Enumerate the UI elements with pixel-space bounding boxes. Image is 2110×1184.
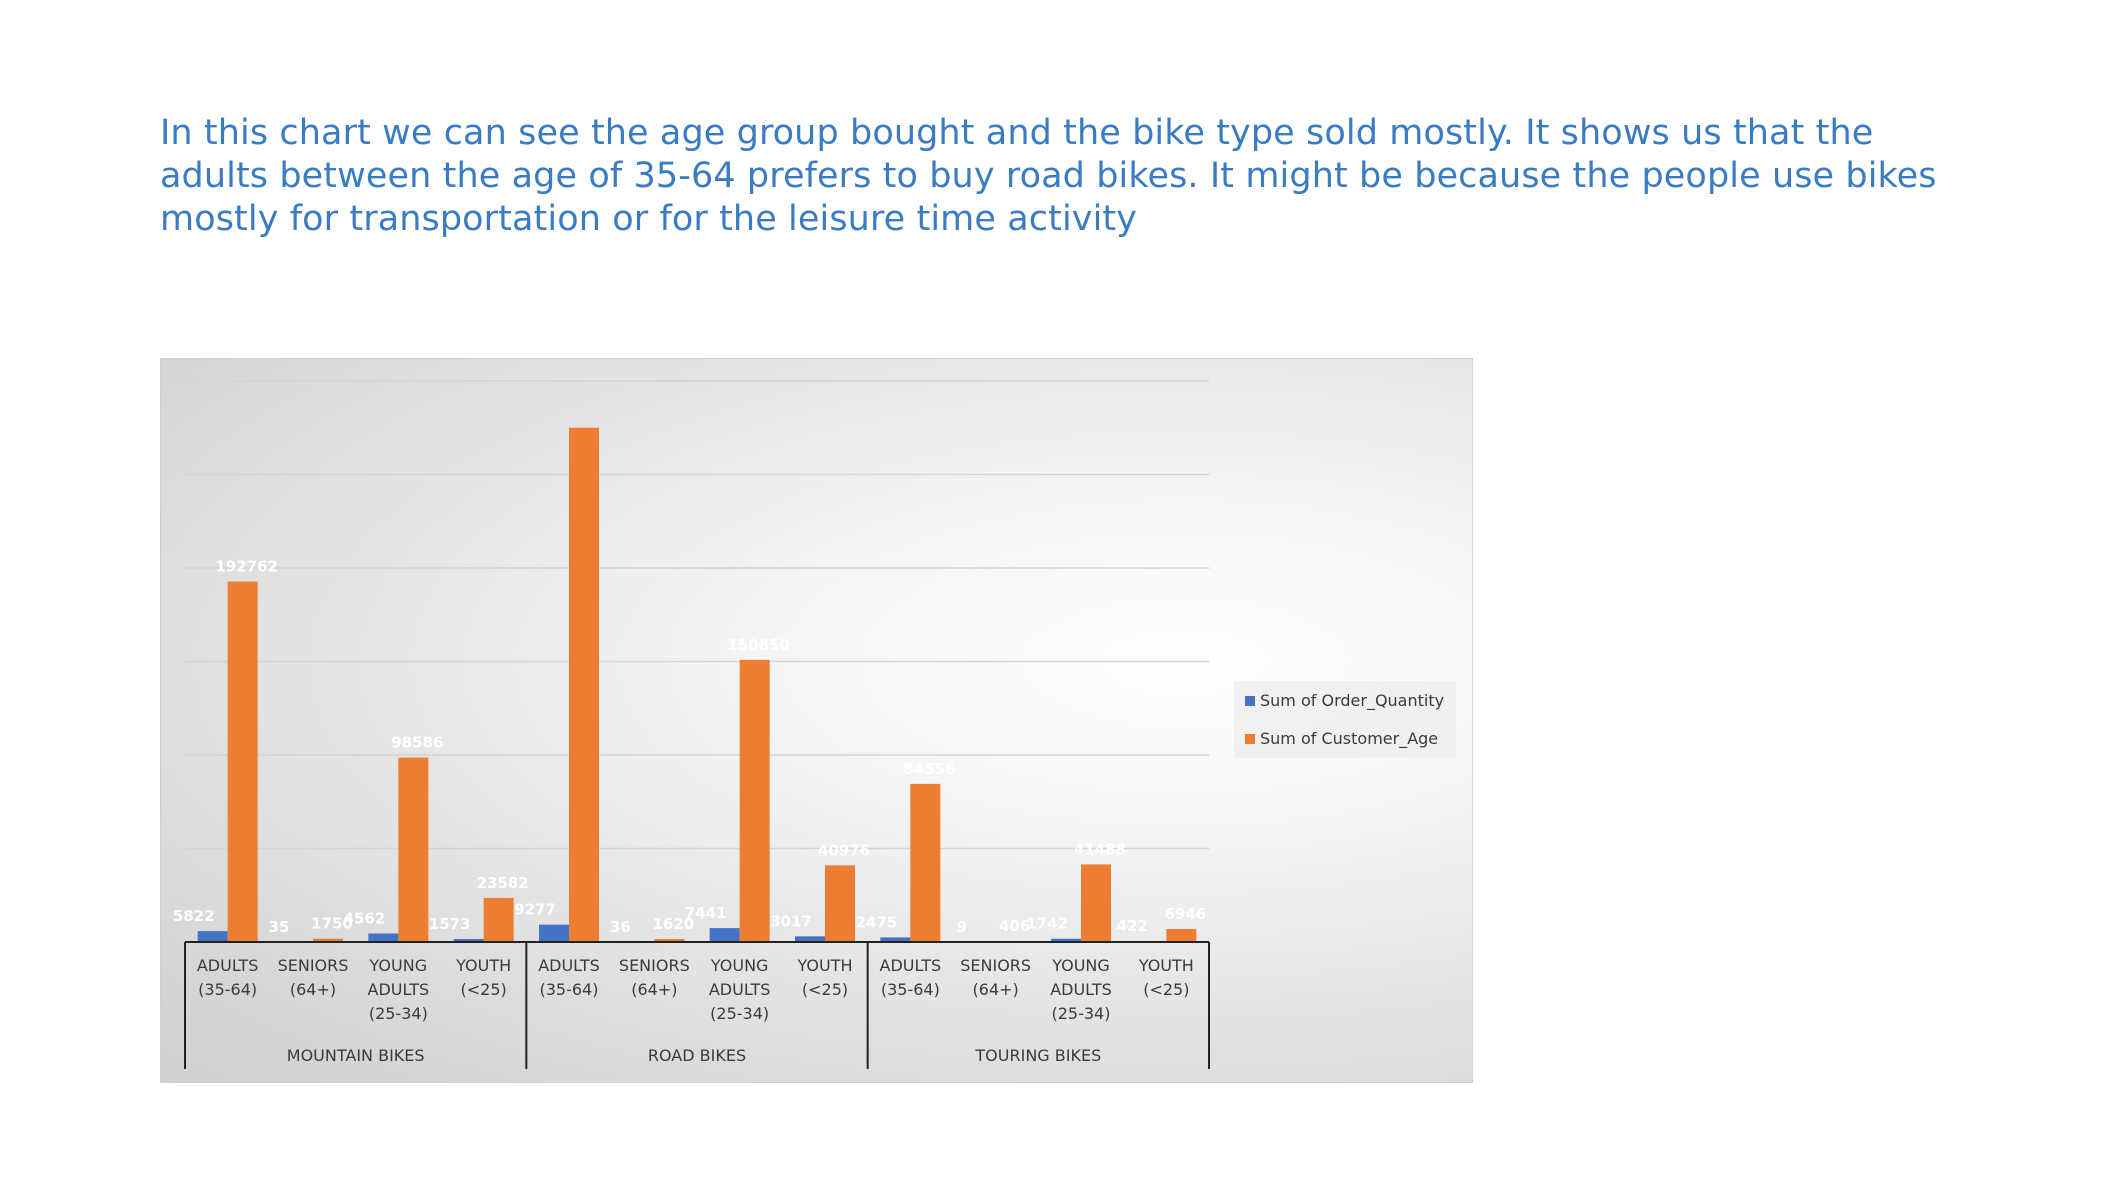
chart-area: 5822 35 4562 1573 9277 36 7441 3017 2475 9 1742 422… bbox=[160, 358, 1473, 1083]
category-label: (35-64) bbox=[540, 980, 599, 999]
bar-order-quantity bbox=[368, 933, 399, 942]
category-label: YOUNG bbox=[369, 956, 428, 975]
data-label: 4562 bbox=[343, 909, 385, 927]
category-label: (25-34) bbox=[710, 1004, 769, 1023]
category-label: (64+) bbox=[290, 980, 336, 999]
data-label: 9 bbox=[956, 918, 966, 936]
bar-order-quantity bbox=[539, 924, 569, 942]
legend-entry: Sum of Customer_Age bbox=[1260, 729, 1438, 749]
bar-customer-age bbox=[398, 757, 429, 942]
category-label: (64+) bbox=[631, 980, 677, 999]
category-label: YOUTH bbox=[1138, 956, 1194, 975]
bar-order-quantity bbox=[1051, 938, 1081, 942]
data-label: 1573 bbox=[429, 915, 471, 933]
data-label: 7441 bbox=[685, 904, 727, 922]
data-labels: 5822 35 4562 1573 9277 36 7441 3017 2475 9 1742 422… bbox=[173, 558, 1206, 936]
category-label: SENIORS bbox=[619, 956, 690, 975]
category-label: (64+) bbox=[973, 980, 1019, 999]
category-label: SENIORS bbox=[960, 956, 1031, 975]
bar-customer-age bbox=[569, 427, 599, 942]
data-label: 6946 bbox=[1164, 905, 1206, 923]
data-label: 23582 bbox=[477, 874, 529, 892]
data-label: 98586 bbox=[391, 734, 443, 752]
bar-order-quantity bbox=[709, 928, 740, 942]
data-label: 406 bbox=[999, 917, 1030, 935]
category-label: (35-64) bbox=[881, 980, 940, 999]
data-label: 2475 bbox=[855, 913, 897, 931]
category-label: ADULTS bbox=[1050, 980, 1112, 999]
category-label: (<25) bbox=[1143, 980, 1189, 999]
category-label: YOUTH bbox=[455, 956, 511, 975]
category-label: (25-34) bbox=[369, 1004, 428, 1023]
bar-customer-age bbox=[910, 783, 941, 942]
category-label: YOUTH bbox=[796, 956, 852, 975]
bar-order-quantity bbox=[197, 931, 228, 942]
bar-customer-age bbox=[825, 865, 855, 942]
data-label: 1750 bbox=[311, 915, 353, 933]
category-label: ADULTS bbox=[538, 956, 600, 975]
data-label: 422 bbox=[1117, 917, 1148, 935]
bar-customer-age bbox=[227, 581, 258, 942]
category-label: ADULTS bbox=[197, 956, 259, 975]
x-axis: ADULTS (35-64) SENIORS (64+) YOUNG ADULTS (25-… bbox=[184, 941, 1210, 1069]
data-label: 40976 bbox=[818, 841, 870, 859]
data-label: 150850 bbox=[727, 636, 790, 654]
bar-customer-age bbox=[739, 659, 770, 942]
category-label: (<25) bbox=[461, 980, 507, 999]
bar-order-quantity bbox=[795, 936, 825, 942]
category-label: ADULTS bbox=[709, 980, 771, 999]
legend-swatch bbox=[1245, 734, 1255, 744]
group-label: TOURING BIKES bbox=[974, 1046, 1101, 1065]
bar-customer-age bbox=[1166, 929, 1197, 942]
chart-description: In this chart we can see the age group b… bbox=[160, 113, 1937, 239]
category-label: ADULTS bbox=[880, 956, 942, 975]
category-label: ADULTS bbox=[368, 980, 430, 999]
legend-box bbox=[1234, 681, 1456, 758]
bars bbox=[197, 427, 1197, 943]
data-label: 84556 bbox=[903, 760, 955, 778]
bar-order-quantity bbox=[453, 939, 484, 942]
category-label: (35-64) bbox=[198, 980, 257, 999]
bar-chart: 5822 35 4562 1573 9277 36 7441 3017 2475 9 1742 422… bbox=[173, 380, 1456, 1069]
category-label: SENIORS bbox=[278, 956, 349, 975]
category-label: YOUNG bbox=[710, 956, 769, 975]
data-label: 35 bbox=[269, 918, 290, 936]
group-label: MOUNTAIN BIKES bbox=[287, 1046, 425, 1065]
bar-order-quantity bbox=[880, 937, 911, 942]
data-label: 1620 bbox=[652, 915, 694, 933]
category-label: (25-34) bbox=[1052, 1004, 1111, 1023]
data-label: 9277 bbox=[514, 901, 556, 919]
category-label: YOUNG bbox=[1051, 956, 1110, 975]
data-label: 36 bbox=[610, 918, 631, 936]
group-label: ROAD BIKES bbox=[648, 1046, 746, 1065]
bar-customer-age bbox=[1081, 864, 1111, 942]
data-label: 41488 bbox=[1074, 840, 1126, 858]
data-label: 192762 bbox=[215, 558, 278, 576]
bar-customer-age bbox=[483, 897, 514, 942]
bar-customer-age bbox=[654, 938, 685, 942]
data-label: 1742 bbox=[1026, 915, 1068, 933]
legend: Sum of Order_Quantity Sum of Customer_Age bbox=[1234, 681, 1456, 758]
legend-swatch bbox=[1245, 696, 1255, 706]
data-label: 3017 bbox=[770, 912, 812, 930]
gridlines bbox=[185, 380, 1209, 943]
data-label: 5822 bbox=[173, 907, 215, 925]
legend-entry: Sum of Order_Quantity bbox=[1260, 691, 1444, 711]
category-label: (<25) bbox=[802, 980, 848, 999]
bar-customer-age bbox=[313, 938, 343, 942]
